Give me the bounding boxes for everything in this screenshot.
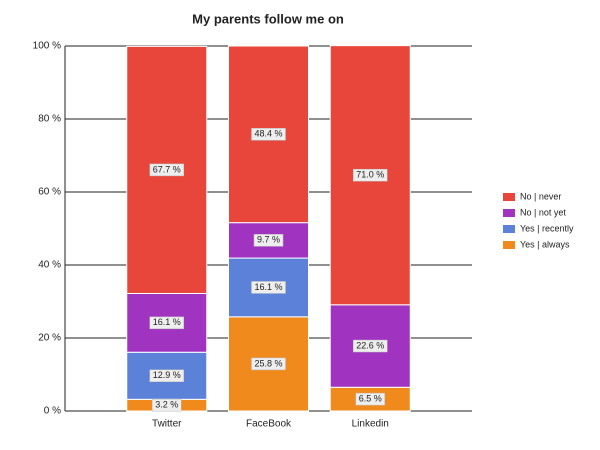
y-tick-label: 40 % [38,260,61,271]
value-label-bg [253,234,284,247]
value-label: 9.7 % [257,235,280,245]
y-tick-label: 60 % [38,187,61,198]
value-label-bg [251,128,286,141]
value-label: 22.6 % [356,340,384,350]
value-label-bg [151,398,182,412]
value-label: 25.8 % [254,358,282,368]
value-label-bg [352,168,388,182]
value-label-bg [355,392,386,406]
legend-label: No | not yet [520,207,566,217]
bar-segment [228,222,309,259]
value-label-bg [149,163,185,177]
legend-label: No | never [520,191,561,201]
value-label-bg [149,369,185,383]
legend-label: Yes | recently [520,223,574,233]
value-label-bg [352,339,388,353]
value-label: 3.2 % [155,400,178,410]
value-label: 67.7 % [153,164,181,174]
legend-swatch [503,193,515,201]
value-label: 12.9 % [153,370,181,380]
x-tick-label: Linkedin [352,419,389,430]
x-tick-label: FaceBook [246,419,292,430]
legend-swatch [503,225,515,233]
value-label-bg [149,316,185,330]
value-label: 16.1 % [254,282,282,292]
value-label-bg [251,281,286,294]
y-tick-label: 20 % [38,333,61,344]
value-label: 6.5 % [359,394,382,404]
y-tick-label: 0 % [44,406,61,417]
value-label: 16.1 % [153,317,181,327]
legend-swatch [503,241,515,249]
value-label-bg [251,357,286,371]
legend-label: Yes | always [520,239,570,249]
legend-swatch [503,209,515,217]
chart-title: My parents follow me on [192,11,344,26]
value-label: 71.0 % [356,170,384,180]
y-tick-label: 80 % [38,114,61,125]
y-tick-label: 100 % [33,41,61,52]
x-tick-label: Twitter [152,419,182,430]
value-label: 48.4 % [254,129,282,139]
